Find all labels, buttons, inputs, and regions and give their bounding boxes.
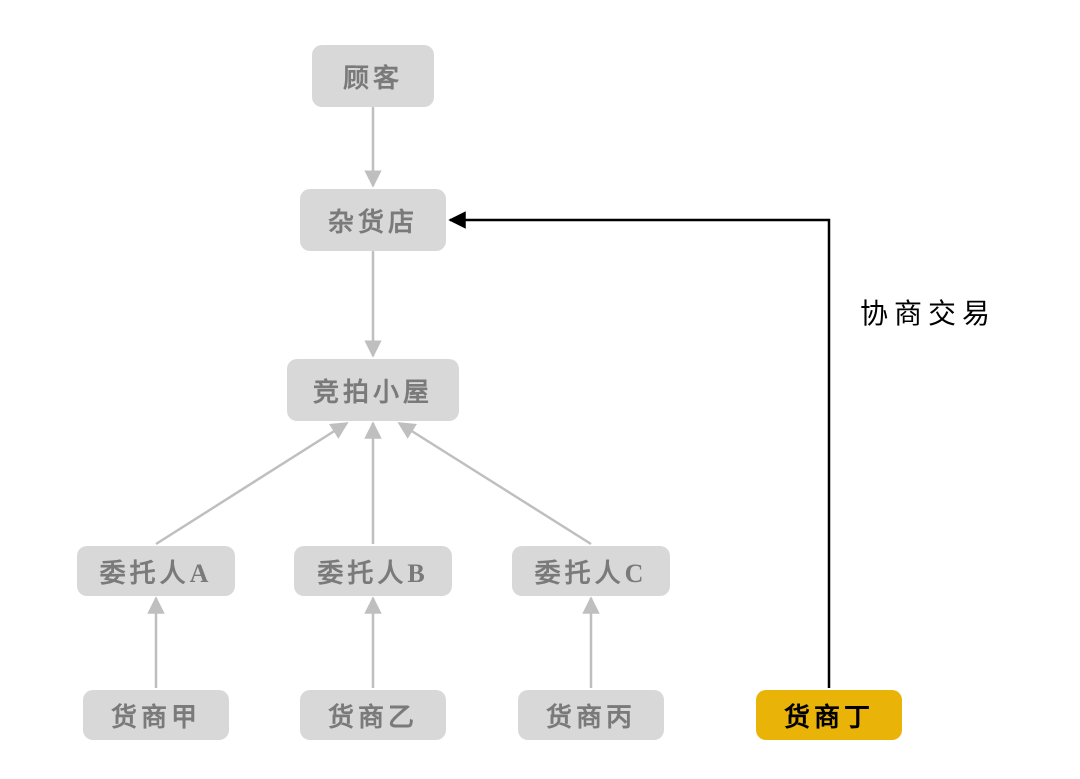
node-agentB: 委托人B (294, 546, 452, 596)
edge-agentA-to-auction (156, 423, 347, 544)
node-sellerYi: 货商乙 (300, 690, 446, 740)
edge-label-negotiate: 协商交易 (860, 292, 996, 332)
diagram-canvas: { "type": "flowchart", "background_color… (0, 0, 1080, 779)
edges-layer (0, 0, 1080, 779)
node-agentC: 委托人C (512, 546, 670, 596)
node-sellerDing: 货商丁 (756, 690, 902, 740)
node-agentA: 委托人A (77, 546, 235, 596)
node-sellerBing: 货商丙 (518, 690, 664, 740)
node-sellerJia: 货商甲 (83, 690, 229, 740)
edge-agentC-to-auction (399, 423, 591, 544)
edge-sellerDing-to-store (450, 220, 829, 688)
node-store: 杂货店 (300, 189, 446, 251)
node-auction: 竞拍小屋 (287, 359, 459, 421)
node-customer: 顾客 (312, 45, 434, 107)
